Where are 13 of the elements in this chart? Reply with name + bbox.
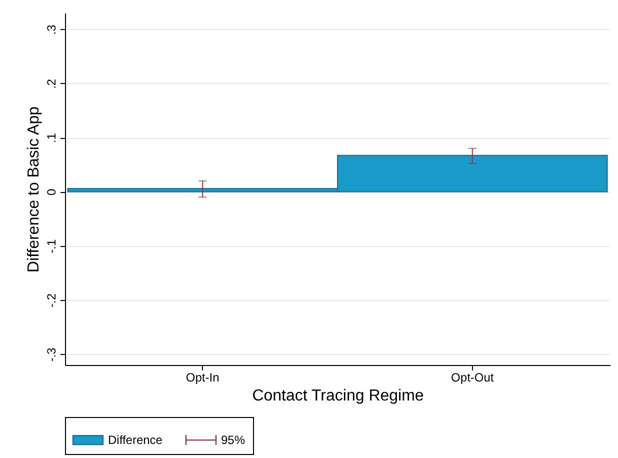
y-tick-label: -.1 bbox=[44, 239, 58, 254]
y-tick-label: -.3 bbox=[44, 347, 58, 362]
y-tick-label: .1 bbox=[44, 132, 58, 144]
y-axis-title: Difference to Basic App bbox=[26, 106, 42, 273]
y-tick-label: .3 bbox=[44, 24, 58, 35]
y-tick-label: -.2 bbox=[44, 293, 58, 308]
legend-label: Difference bbox=[108, 433, 163, 448]
x-axis-title: Contact Tracing Regime bbox=[252, 388, 424, 404]
x-tick-label: Opt-Out bbox=[451, 370, 494, 384]
y-tick-label: .2 bbox=[44, 78, 58, 89]
text: 95% bbox=[221, 433, 246, 448]
y-tick-label: 0 bbox=[44, 188, 58, 196]
x-tick-label: Opt-In bbox=[186, 370, 220, 384]
